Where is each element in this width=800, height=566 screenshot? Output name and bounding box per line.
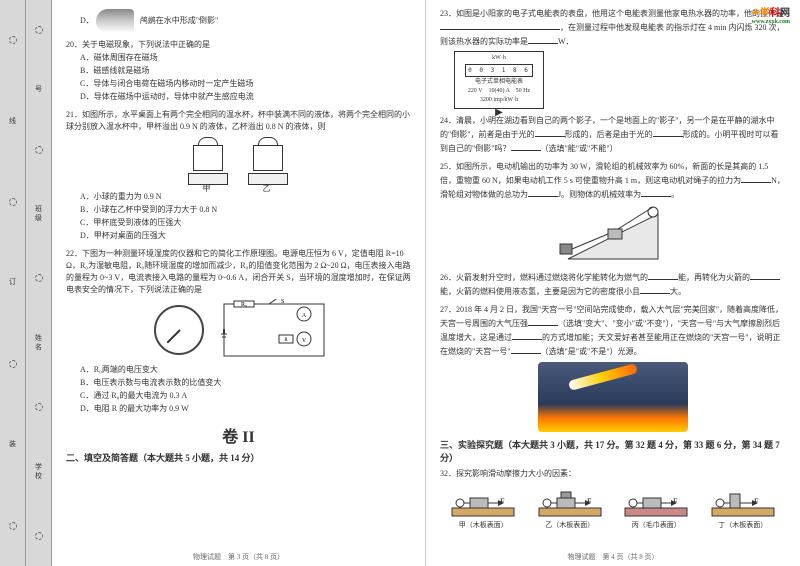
q27-num: 27． [440,305,456,314]
section-3-title: 三、实验探究题（本大题共 3 小题，共 17 分。第 32 题 4 分，第 33… [440,438,786,464]
friction-c: F 丙（毛巾表面） [621,486,691,530]
q21-B: B．小球在乙杯中受到的浮力大于 0.8 N [66,204,411,216]
pulley-diagram [558,204,668,264]
binding-label: 姓名 [34,334,44,352]
q21: 21．如图所示，水平桌面上有两个完全相同的温水杯，杯中装满不同的液体，将两个完全… [66,109,411,242]
bird-image [96,9,134,33]
q22-D: D．电阻 R 的最大功率为 0.9 W [66,403,411,415]
q19-D-text: 鸬鹚在水中形成"倒影" [140,16,219,25]
rocket-image [538,362,688,432]
q23: 23．如图是小阳家的电子式电能表的表盘，他用这个电能表测量他家电热水器的功率，他… [440,8,786,109]
friction-diagram: F 甲（木板表面） F 乙（木板表面） F 丙（毛巾表面） F 丁（木板表面） [440,486,786,530]
q19-optD: D． 鸬鹚在水中形成"倒影" [66,9,411,33]
hygrometer-image [149,300,209,360]
blank-input[interactable] [750,270,780,280]
q20-A: A．磁体周围存在磁场 [66,52,411,64]
q24: 24．清晨，小明在湖边看到自己的两个影子，一个是地面上的"影子"，另一个是在平静… [440,115,786,155]
q22: 22．下图为一种测量环境湿度的仪器和它的简化工作原理图。电源电压恒为 6 V，定… [66,248,411,415]
page-footer-4: 物理试题 第 4 页（共 8 页） [426,552,800,562]
blank-input[interactable] [641,187,671,197]
binding-label: 班级 [34,205,44,223]
friction-a: F 甲（木板表面） [448,486,518,530]
friction-d: F 丁（木板表面） [708,486,778,530]
binding-label: 学校 [34,463,44,481]
q20: 20．关于电磁现象，下列说法中正确的是 A．磁体周围存在磁场 B．磁感线就是磁场… [66,39,411,103]
q21-num: 21． [66,110,82,119]
q21-stem: 如图所示，水平桌面上有两个完全相同的温水杯，杯中装满不同的液体，将两个完全相同的… [66,110,410,131]
q21-D: D．甲杯对桌面的压强大 [66,230,411,242]
blank-input[interactable] [535,127,565,137]
q26: 26．火箭发射升空时，燃料通过燃烧将化学能转化为燃气的能，再转化为火箭的能，火箭… [440,270,786,298]
q22-num: 22． [66,249,82,258]
q24-num: 24． [440,116,456,125]
q23-num: 23． [440,9,456,18]
blank-input[interactable] [648,270,678,280]
q22-C: C．通过 R₀的最大电流为 0.3 A [66,390,411,402]
q22-stem: 下图为一种测量环境湿度的仪器和它的简化工作原理图。电源电压恒为 6 V，定值电阻… [66,249,411,294]
q27: 27．2018 年 4 月 2 日，我国"天宫一号"空间站完成使命，载入大气层"… [440,304,786,432]
site-url: www.zxxk.com [752,19,790,25]
blank-input[interactable] [511,141,541,151]
circuit-diagram: R₀ S A V R [219,299,329,361]
blank-input[interactable] [528,187,558,197]
q20-B: B．磁感线就是磁场 [66,65,411,77]
q22-A: A．R₀两端的电压变大 [66,364,411,376]
q23-stem-a: 如图是小阳家的电子式电能表的表盘，他用这个电能表测量他家电热水器的功率，他的操作… [456,9,784,18]
binding-label: 订 [8,278,18,287]
blank-input[interactable] [640,284,670,294]
blank-input[interactable] [741,173,771,183]
q23-stem-b: ，在测量过程中他发现电能表 [560,23,664,32]
binding-label: 线 [8,117,18,126]
scales-diagram: 甲 乙 [179,137,299,187]
svg-text:R₀: R₀ [240,302,246,308]
q26-num: 26． [440,273,456,282]
binding-label: 号 [34,85,44,94]
svg-text:V: V [301,338,306,344]
section-2-sub: 二、填空及简答题（本大题共 5 小题，共 14 分） [66,451,411,464]
q23-unit: W． [558,37,574,46]
blank-input[interactable] [512,330,542,340]
pages-container: D． 鸬鹚在水中形成"倒影" 20．关于电磁现象，下列说法中正确的是 A．磁体周… [52,0,800,566]
q20-C: C．导体与闭合电荷在磁场内移动时一定产生磁场 [66,78,411,90]
page-3: D． 鸬鹚在水中形成"倒影" 20．关于电磁现象，下列说法中正确的是 A．磁体周… [52,0,426,566]
blank-input[interactable] [528,34,558,44]
q25: 25．如图所示，电动机输出的功率为 30 W，滑轮组的机械效率为 60%，新面的… [440,161,786,264]
friction-b: F 乙（木板表面） [535,486,605,530]
q21-A: A．小球的重力为 0.9 N [66,191,411,203]
q19-D-letter: D． [80,16,94,25]
q25-num: 25． [440,162,456,171]
blank-input[interactable] [440,20,560,30]
blank-input[interactable] [528,316,558,326]
binding-label: 装 [8,440,18,449]
page-4: ✦学科网 www.zxxk.com 23．如图是小阳家的电子式电能表的表盘，他用… [426,0,800,566]
q21-C: C．甲杯底受到液体的压强大 [66,217,411,229]
page-footer-3: 物理试题 第 3 页（共 8 页） [52,552,425,562]
blank-input[interactable] [653,127,683,137]
q22-B: B．电压表示数与电流表示数的比值变大 [66,377,411,389]
energy-meter-diagram: kW·h 0 0 3 1 8 6 电子式单相电能表 220 V 10(40) A… [454,51,544,109]
site-logo: ✦学科网 www.zxxk.com [752,4,790,25]
svg-text:S: S [281,299,284,305]
q20-num: 20． [66,40,82,49]
binding-margin: 线 订 装 号 班级 姓名 学校 [0,0,52,566]
q20-stem: 关于电磁现象，下列说法中正确的是 [82,40,210,49]
svg-text:A: A [301,313,306,319]
q20-D: D．导体在磁场中运动时，导体中就产生感应电流 [66,91,411,103]
blank-input[interactable] [511,344,541,354]
binding-strip-1: 线 订 装 [0,0,26,566]
section-2-title: 卷 II [66,423,411,447]
q32: 32．探究影响滑动摩擦力大小的因素： [440,468,786,480]
binding-strip-2: 号 班级 姓名 学校 [26,0,52,566]
q32-num: 32． [440,469,456,478]
